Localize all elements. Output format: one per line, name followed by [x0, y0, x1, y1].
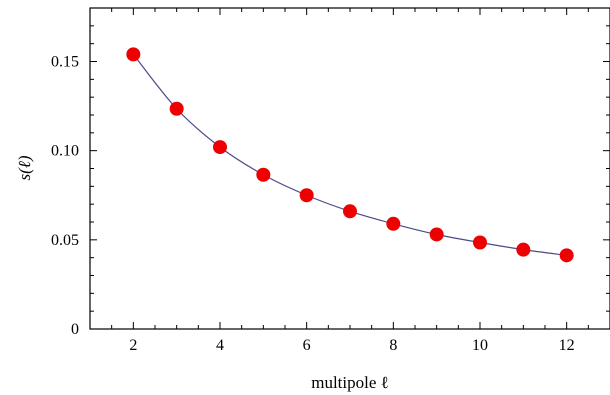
data-point — [299, 188, 314, 203]
y-tick-label: 0.10 — [51, 143, 79, 160]
x-tick-label: 12 — [559, 337, 575, 354]
y-tick-label: 0.15 — [51, 54, 79, 71]
data-point — [516, 242, 531, 257]
x-axis-label: multipole ℓ — [311, 373, 389, 392]
x-tick-label: 4 — [216, 337, 224, 354]
y-axis-label: s(ℓ) — [15, 155, 34, 180]
data-points — [126, 47, 574, 263]
data-point — [559, 248, 574, 263]
data-point — [473, 235, 487, 250]
data-point — [429, 227, 444, 242]
y-tick-label: 0 — [71, 321, 79, 338]
data-point — [169, 101, 184, 116]
data-point — [126, 47, 141, 62]
data-point — [256, 167, 271, 182]
y-tick-label: 0.05 — [51, 232, 79, 249]
data-point — [386, 216, 401, 231]
y-axis-ticks: 0 0.05 0.10 0.15 — [51, 7, 610, 338]
x-axis-ticks: 2 4 6 8 10 12 — [89, 8, 610, 354]
x-tick-label: 10 — [472, 337, 488, 354]
x-tick-label: 6 — [303, 337, 311, 354]
plot-frame — [89, 7, 610, 330]
x-tick-label: 8 — [389, 337, 397, 354]
data-point — [343, 204, 357, 219]
x-tick-label: 2 — [129, 337, 137, 354]
series-line — [132, 53, 567, 256]
data-point — [213, 140, 227, 155]
